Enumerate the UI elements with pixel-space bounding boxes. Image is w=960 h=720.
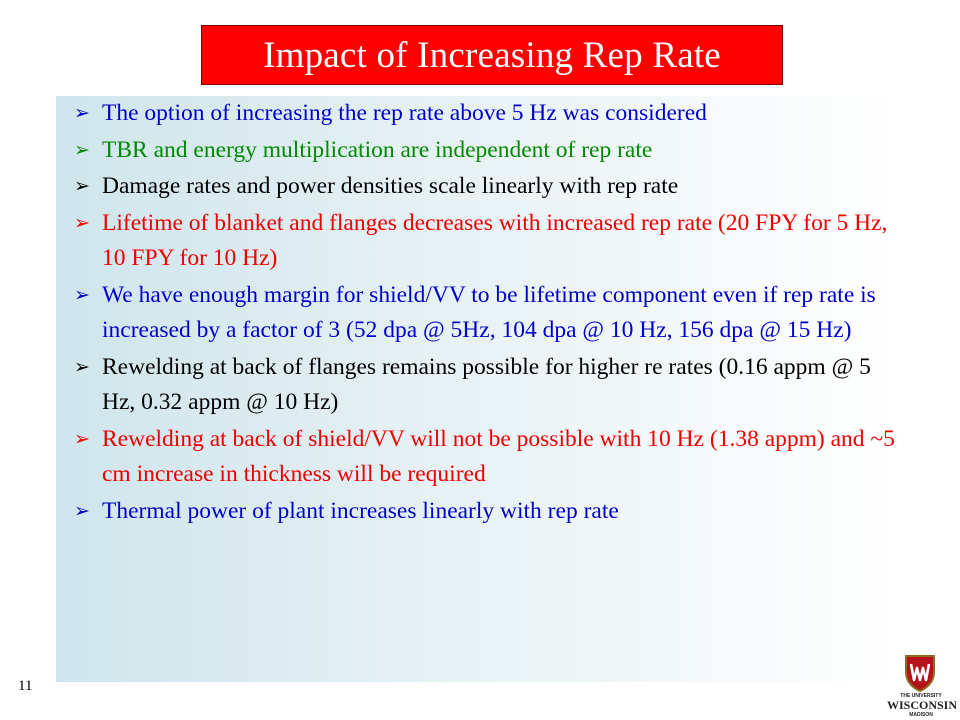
- logo-text-wisconsin: WISCONSIN: [887, 698, 958, 712]
- bullet-item: ➢ Rewelding at back of shield/VV will no…: [56, 422, 896, 493]
- content-panel: ➢ The option of increasing the rep rate …: [56, 96, 896, 682]
- bullet-item: ➢ We have enough margin for shield/VV to…: [56, 278, 896, 349]
- bullet-item: ➢ Thermal power of plant increases linea…: [56, 494, 896, 530]
- bullet-item: ➢ Lifetime of blanket and flanges decrea…: [56, 206, 896, 277]
- title-box: Impact of Increasing Rep Rate: [201, 25, 783, 85]
- bullet-text: Damage rates and power densities scale l…: [102, 173, 679, 199]
- bullet-text: Rewelding at back of flanges remains pos…: [102, 353, 871, 416]
- bullet-text: TBR and energy multiplication are indepe…: [102, 136, 653, 163]
- arrow-bullet-icon: ➢: [74, 427, 90, 450]
- arrow-bullet-icon: ➢: [74, 355, 90, 378]
- arrow-bullet-icon: ➢: [74, 102, 90, 124]
- arrow-bullet-icon: ➢: [74, 138, 90, 161]
- university-logo: THE UNIVERSITY WISCONSIN MADISON: [887, 652, 958, 718]
- bullet-item: ➢ Damage rates and power densities scale…: [56, 169, 896, 205]
- university-crest-icon: [905, 655, 935, 692]
- page-number: 11: [18, 678, 33, 694]
- bullet-text: The option of increasing the rep rate ab…: [102, 100, 707, 126]
- bullet-text: Lifetime of blanket and flanges decrease…: [102, 209, 888, 272]
- bullet-item: ➢ TBR and energy multiplication are inde…: [56, 133, 896, 169]
- logo-text-madison: MADISON: [909, 712, 933, 718]
- logo-text-the-university: THE UNIVERSITY: [900, 693, 942, 699]
- arrow-bullet-icon: ➢: [74, 175, 90, 197]
- bullet-text: We have enough margin for shield/VV to b…: [102, 281, 876, 344]
- arrow-bullet-icon: ➢: [74, 283, 90, 306]
- arrow-bullet-icon: ➢: [74, 499, 90, 522]
- slide-title: Impact of Increasing Rep Rate: [263, 34, 721, 76]
- bullet-item: ➢ The option of increasing the rep rate …: [56, 96, 896, 132]
- bullet-item: ➢ Rewelding at back of flanges remains p…: [56, 350, 896, 421]
- bullet-list: ➢ The option of increasing the rep rate …: [56, 96, 896, 529]
- arrow-bullet-icon: ➢: [74, 211, 90, 234]
- bullet-text: Thermal power of plant increases linearl…: [102, 497, 619, 524]
- bullet-text: Rewelding at back of shield/VV will not …: [102, 425, 895, 488]
